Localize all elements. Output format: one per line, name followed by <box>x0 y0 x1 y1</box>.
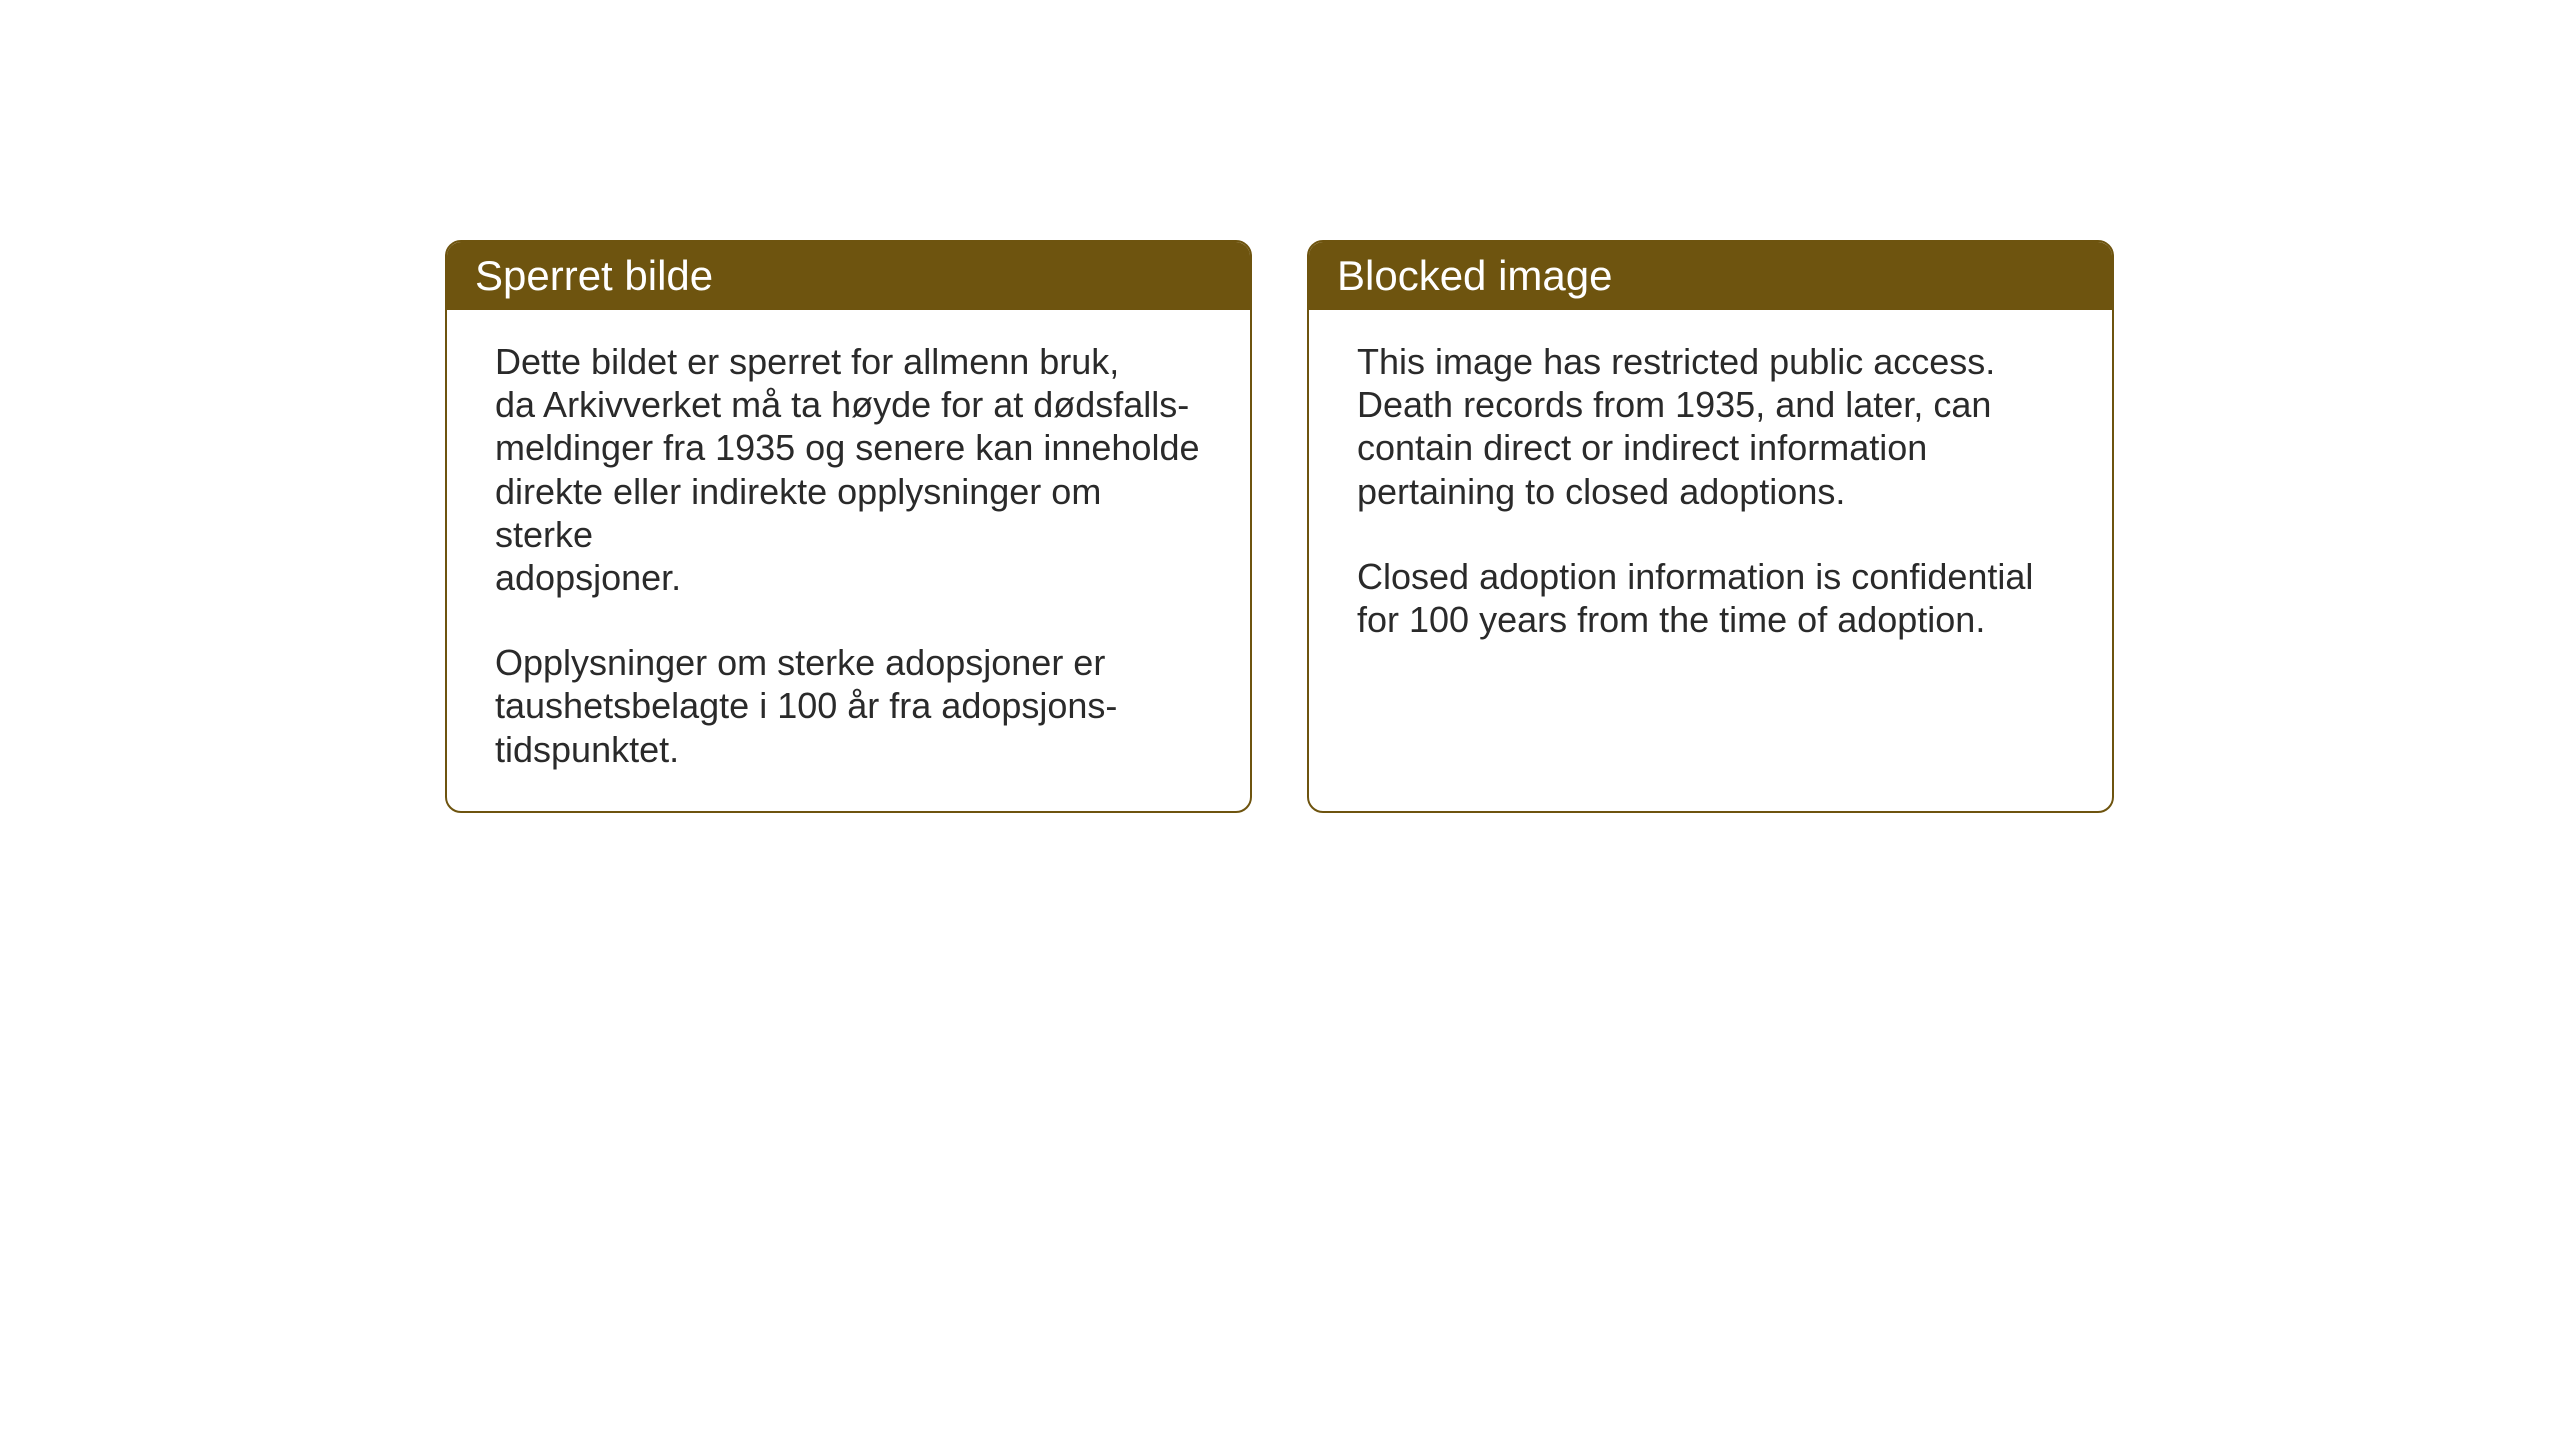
english-card-title: Blocked image <box>1337 252 1612 299</box>
english-paragraph-2: Closed adoption information is confident… <box>1357 555 2064 641</box>
norwegian-paragraph-2: Opplysninger om sterke adopsjoner er tau… <box>495 641 1202 771</box>
norwegian-card-header: Sperret bilde <box>447 242 1250 310</box>
norwegian-card: Sperret bilde Dette bildet er sperret fo… <box>445 240 1252 813</box>
cards-container: Sperret bilde Dette bildet er sperret fo… <box>445 240 2114 813</box>
norwegian-card-body: Dette bildet er sperret for allmenn bruk… <box>447 310 1250 811</box>
english-paragraph-1: This image has restricted public access.… <box>1357 340 2064 513</box>
norwegian-card-title: Sperret bilde <box>475 252 713 299</box>
english-card-body: This image has restricted public access.… <box>1309 310 2112 681</box>
english-card: Blocked image This image has restricted … <box>1307 240 2114 813</box>
english-card-header: Blocked image <box>1309 242 2112 310</box>
norwegian-paragraph-1: Dette bildet er sperret for allmenn bruk… <box>495 340 1202 599</box>
